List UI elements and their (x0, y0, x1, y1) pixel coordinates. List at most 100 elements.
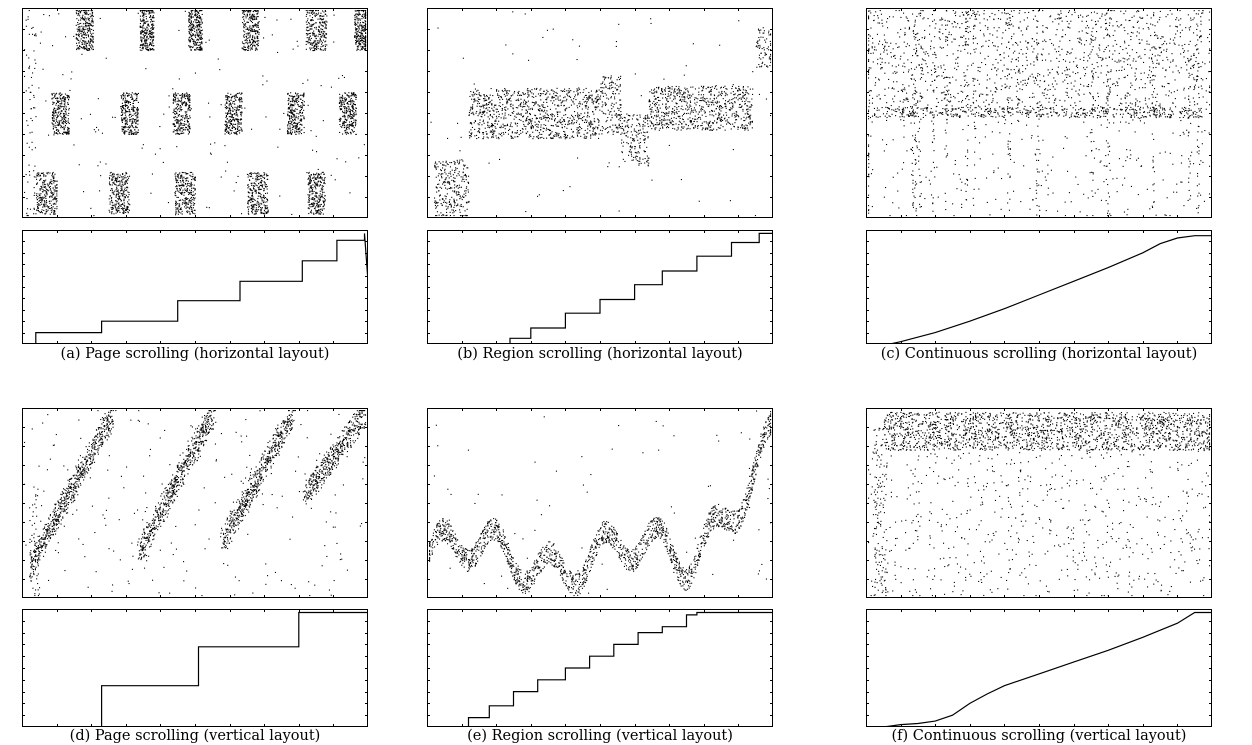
scatter-point (317, 174, 319, 176)
scatter-point (262, 84, 264, 86)
scatter-point (188, 39, 190, 41)
scatter-point (179, 106, 181, 108)
scatter-point (143, 14, 145, 16)
scatter-point (68, 131, 70, 133)
scatter-point (231, 120, 233, 122)
scatter-point (186, 128, 188, 130)
scatter-point (77, 38, 79, 40)
scatter-point (53, 112, 55, 114)
scatter-point (254, 42, 256, 44)
scatter-point (56, 129, 58, 131)
scatter-point (49, 186, 51, 188)
scatter-point (126, 123, 128, 125)
scatter-point (101, 132, 103, 134)
scatter-point (82, 18, 84, 20)
scatter-point (253, 185, 255, 187)
scatter-point (251, 17, 253, 19)
scatter-point (87, 42, 89, 44)
scatter-point (84, 13, 86, 15)
scatter-point (140, 33, 142, 35)
scatter-point (36, 204, 38, 206)
scatter-point (303, 127, 305, 129)
scatter-point (344, 130, 346, 132)
scatter-point (143, 35, 145, 37)
scatter-point (347, 95, 349, 97)
scatter-point (111, 179, 113, 181)
scatter-point (250, 173, 252, 175)
scatter-point (308, 204, 310, 206)
scatter-point (354, 35, 356, 37)
scatter-point (361, 15, 363, 17)
scatter-point (251, 190, 253, 192)
scatter-point (189, 36, 191, 38)
scatter-point (135, 115, 137, 117)
scatter-point (133, 132, 135, 134)
scatter-point (176, 130, 178, 132)
scatter-point (49, 213, 51, 215)
scatter-point (255, 213, 257, 215)
scatter-point (189, 25, 191, 27)
scatter-point (56, 99, 58, 101)
scatter-point (445, 178, 447, 180)
scatter-point (362, 21, 364, 23)
scatter-point (129, 120, 131, 122)
scatter-point (196, 41, 198, 43)
scatter-point (60, 94, 62, 96)
scatter-point (187, 121, 189, 123)
scatter-point (463, 215, 465, 217)
scatter-point (188, 96, 190, 98)
scatter-point (249, 188, 251, 190)
scatter-point (234, 123, 236, 125)
scatter-point (64, 100, 66, 102)
scatter-point (150, 39, 152, 41)
scatter-point (450, 206, 452, 208)
scatter-point (174, 194, 176, 196)
scatter-point (277, 51, 279, 53)
scatter-point (83, 47, 85, 49)
scatter-point (186, 111, 188, 113)
scatter-point (323, 173, 325, 175)
scatter-point (236, 113, 238, 115)
scatter-point (188, 208, 190, 210)
scatter-point (465, 201, 467, 203)
scatter-point (314, 195, 316, 197)
scatter-point (317, 181, 319, 183)
scatter-point (247, 32, 249, 34)
scatter-point (55, 203, 57, 205)
scatter-point (499, 99, 501, 101)
scatter-point (128, 126, 130, 128)
scatter-point (111, 206, 113, 208)
scatter-point (341, 105, 343, 107)
scatter-point (45, 191, 47, 193)
scatter-point (301, 119, 303, 121)
scatter-point (346, 94, 348, 96)
scatter-point (61, 99, 63, 101)
scatter-point (90, 35, 92, 37)
scatter-point (181, 103, 183, 105)
scatter-point (435, 187, 437, 189)
scatter-point (145, 13, 147, 15)
scatter-point (355, 29, 357, 31)
scatter-point (40, 199, 42, 201)
scatter-point (162, 161, 164, 163)
scatter-point (141, 20, 143, 22)
scatter-point (38, 203, 40, 205)
scatter-point (55, 92, 57, 94)
scatter-point (250, 198, 252, 200)
scatter-point (88, 49, 90, 51)
scatter-point (313, 49, 315, 51)
scatter-point (92, 20, 94, 22)
scatter-point (439, 195, 441, 197)
scatter-point (365, 15, 367, 17)
scatter-point (232, 106, 234, 108)
scatter-point (73, 35, 75, 37)
scatter-point (88, 22, 90, 24)
scatter-point (449, 182, 451, 184)
scatter-point (132, 98, 134, 100)
scatter-point (481, 116, 483, 118)
scatter-point (301, 118, 303, 120)
scatter-point (108, 198, 110, 200)
scatter-point (115, 212, 117, 214)
scatter-point (124, 108, 126, 110)
scatter-point (226, 118, 228, 120)
